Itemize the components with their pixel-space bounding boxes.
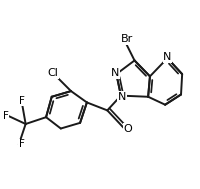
Text: N: N — [117, 92, 126, 102]
Text: F: F — [19, 96, 25, 106]
Text: O: O — [123, 124, 131, 133]
Text: N: N — [111, 68, 119, 78]
Text: F: F — [3, 111, 9, 121]
Text: Br: Br — [120, 34, 132, 44]
Text: Cl: Cl — [47, 68, 58, 78]
Text: N: N — [162, 52, 171, 62]
Text: F: F — [19, 139, 24, 149]
